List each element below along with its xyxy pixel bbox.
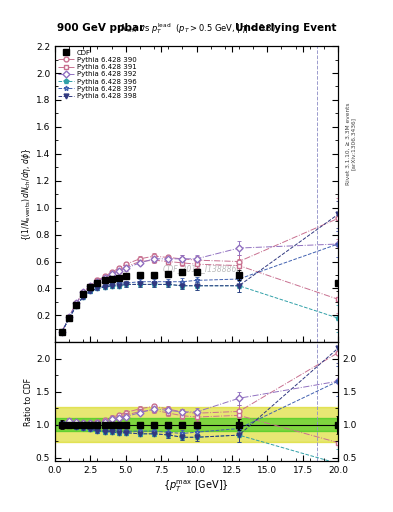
Y-axis label: Ratio to CDF: Ratio to CDF (24, 377, 33, 425)
Bar (55, 418, 338, 431)
X-axis label: $\{p_T^\mathsf{max}$ [GeV]$\}$: $\{p_T^\mathsf{max}$ [GeV]$\}$ (163, 479, 230, 494)
Y-axis label: $\{(1/N_\mathsf{events})\, dN_\mathsf{ch}/d\eta,\, d\phi\}$: $\{(1/N_\mathsf{events})\, dN_\mathsf{ch… (20, 147, 33, 241)
Text: Underlying Event: Underlying Event (235, 23, 336, 33)
Bar (55, 407, 338, 442)
Text: $\langle N_\mathsf{ch}\rangle$ vs $p_T^\mathsf{lead}$  $(p_T > 0.5$ GeV, $|\eta|: $\langle N_\mathsf{ch}\rangle$ vs $p_T^\… (117, 21, 276, 36)
Text: 900 GeV ppbar: 900 GeV ppbar (57, 23, 144, 33)
Legend: CDF, Pythia 6.428 390, Pythia 6.428 391, Pythia 6.428 392, Pythia 6.428 396, Pyt: CDF, Pythia 6.428 390, Pythia 6.428 391,… (57, 48, 138, 100)
Text: CDF_2015_I1388868: CDF_2015_I1388868 (163, 264, 242, 273)
Text: [arXiv:1306.3436]: [arXiv:1306.3436] (351, 117, 356, 170)
Text: Rivet 3.1.10, ≥ 3.3M events: Rivet 3.1.10, ≥ 3.3M events (345, 102, 350, 185)
